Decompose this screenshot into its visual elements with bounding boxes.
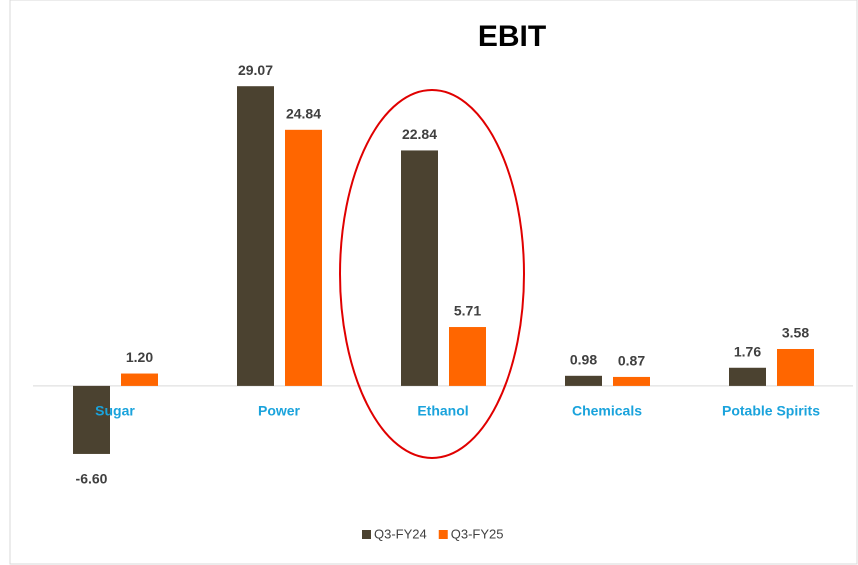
value-label: 1.76: [734, 343, 761, 359]
highlight-ellipse: [339, 89, 525, 459]
value-label: 0.98: [570, 352, 597, 368]
value-label: 0.87: [618, 353, 645, 369]
x-tick-label: Ethanol: [417, 403, 468, 419]
bar: [777, 348, 814, 386]
bar: [237, 86, 274, 386]
value-label: 29.07: [238, 62, 273, 78]
value-label: -6.60: [76, 471, 108, 487]
bar: [121, 373, 158, 386]
value-label: 5.71: [454, 303, 481, 319]
x-tick-label: Potable Spirits: [722, 403, 820, 419]
value-label: 24.84: [286, 106, 321, 122]
chart-title: EBIT: [478, 20, 546, 53]
bar: [73, 385, 110, 454]
legend-swatch: [438, 530, 448, 539]
legend-label: Q3-FY25: [451, 526, 504, 541]
value-label: 3.58: [782, 325, 809, 341]
bar: [729, 367, 766, 386]
plot: -6.60 1.20 Sugar 29.07 24.84 Power 22.84 5.71 Et…: [33, 62, 853, 541]
frame: [9, 0, 858, 565]
x-tick-label: Chemicals: [572, 403, 642, 419]
legend-swatch: [362, 530, 371, 539]
bar: [449, 327, 486, 386]
bar: [401, 150, 438, 386]
value-label: 22.84: [402, 126, 437, 142]
bar: [613, 376, 650, 386]
bar: [565, 375, 602, 386]
x-tick-label: Power: [258, 403, 301, 419]
legend-label: Q3-FY24: [374, 526, 427, 541]
value-label: 1.20: [126, 349, 153, 365]
bar: [285, 129, 322, 386]
x-tick-label: Sugar: [95, 403, 135, 419]
